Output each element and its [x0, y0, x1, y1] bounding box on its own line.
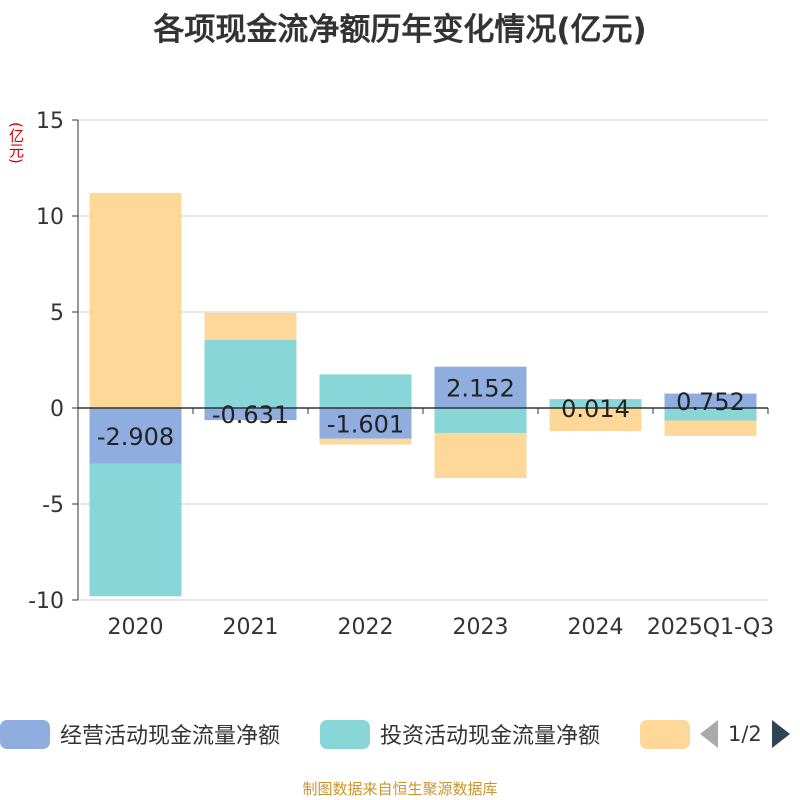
bar-segment-2025Q1-Q3-series-0	[664, 393, 757, 408]
x-tick-label: 2022	[338, 615, 394, 640]
bar-segment-2022-series-2	[319, 438, 412, 445]
stacked-bar-chart: -10 -5 0 5 10 15 2020 2021 2022 2023 2024 2025Q1-Q3…	[28, 109, 774, 640]
bar-segment-2023-series-0	[434, 366, 527, 408]
bar-segment-2021-series-0	[204, 408, 297, 421]
legend: 经营活动现金流量净额 投资活动现金流量净额 1/2	[0, 716, 800, 752]
bar-segment-2020-series-2	[89, 192, 182, 408]
bar-segment-2025Q1-Q3-series-2	[664, 420, 757, 436]
bar-segment-2021-series-2	[204, 312, 297, 340]
data-source-footer: 制图数据来自恒生聚源数据库	[302, 780, 498, 798]
y-axis-unit-label: (亿元)	[7, 122, 25, 164]
bar-segment-2024-series-2	[549, 408, 642, 432]
legend-prev-arrow-icon[interactable]	[700, 720, 718, 748]
data-label-operating: -0.631	[212, 401, 289, 429]
legend-next-arrow-icon[interactable]	[771, 720, 790, 748]
bar-segment-2022-series-0	[319, 408, 412, 439]
bar-segment-2023-series-1	[434, 408, 527, 433]
bar-segment-2022-series-1	[319, 374, 412, 408]
x-tick-label: 2020	[108, 615, 164, 640]
legend-swatch-third	[640, 719, 690, 749]
bar-segment-2020-series-0	[89, 408, 182, 464]
bar-segment-2021-series-1	[204, 339, 297, 408]
legend-label-investing: 投资活动现金流量净额	[380, 724, 601, 749]
legend-swatch-operating	[0, 719, 50, 749]
legend-label-operating: 经营活动现金流量净额	[60, 724, 281, 749]
legend-swatch-investing	[320, 719, 370, 749]
y-tick-label: -5	[42, 493, 64, 518]
bar-segment-2020-series-1	[89, 463, 182, 597]
legend-pager: 1/2	[700, 716, 790, 752]
bar-segment-2023-series-2	[434, 432, 527, 479]
bar-segment-2025Q1-Q3-series-1	[664, 408, 757, 421]
y-tick-label: 10	[36, 205, 64, 230]
data-label-operating: 2.152	[446, 374, 515, 402]
legend-item-operating[interactable]: 经营活动现金流量净额	[0, 716, 280, 752]
x-tick-label: 2021	[223, 615, 279, 640]
y-tick-label: 0	[50, 397, 64, 422]
bar-segment-2024-series-1	[549, 399, 642, 408]
x-tick-label: 2025Q1-Q3	[647, 615, 774, 640]
x-tick-label: 2023	[453, 615, 509, 640]
x-tick-label: 2024	[568, 615, 624, 640]
data-label-operating: -1.601	[327, 410, 404, 438]
legend-page-number: 1/2	[728, 722, 762, 746]
chart-title: 各项现金流净额历年变化情况(亿元)	[153, 12, 647, 48]
y-tick-label: 5	[50, 301, 64, 326]
y-tick-label: 15	[36, 109, 64, 134]
data-label-operating: -2.908	[97, 423, 174, 451]
legend-item-investing[interactable]: 投资活动现金流量净额	[320, 716, 600, 752]
y-tick-label: -10	[28, 589, 64, 614]
legend-item-third[interactable]	[640, 716, 690, 752]
data-label-operating: 0.752	[676, 388, 745, 416]
data-label-operating: 0.014	[561, 395, 630, 423]
